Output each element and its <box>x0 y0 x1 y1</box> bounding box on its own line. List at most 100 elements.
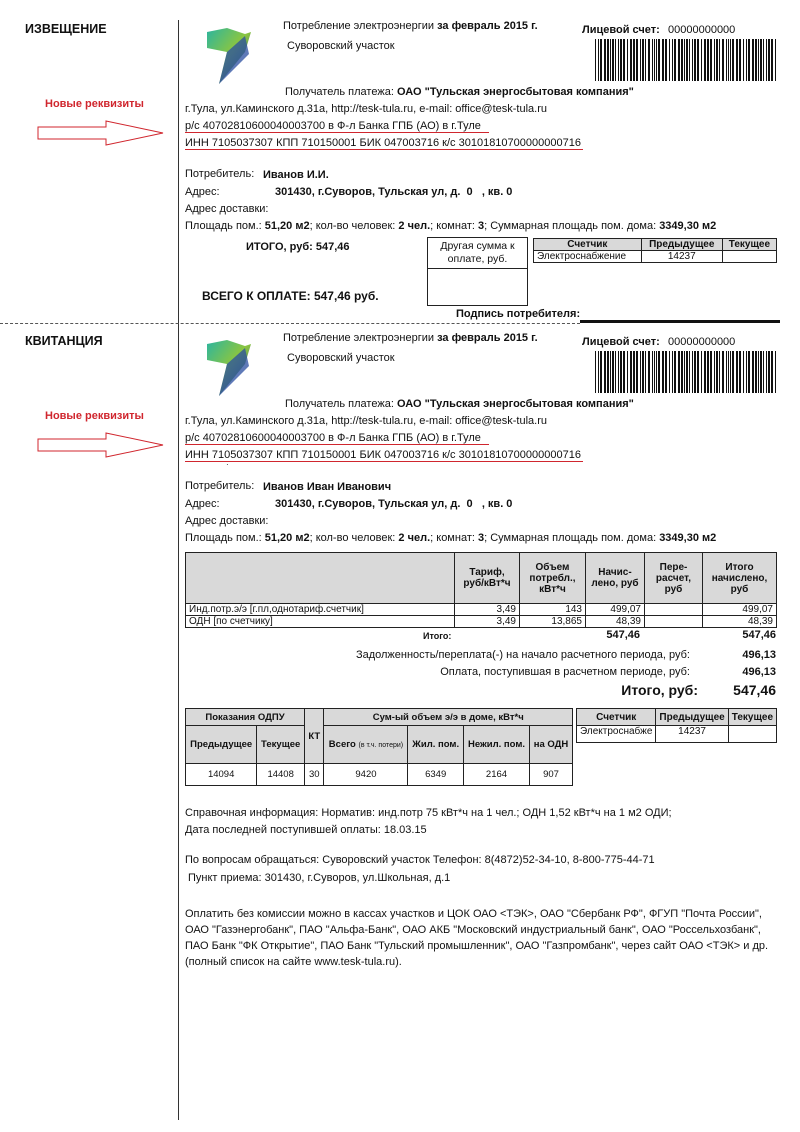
barcode-bar <box>652 351 653 393</box>
col-nonresidential: Нежил. пом. <box>462 725 531 764</box>
last-payment-date: Дата последней поступившей оплаты: 18.03… <box>185 824 427 836</box>
barcode-bar <box>758 351 759 393</box>
barcode-bar <box>623 351 625 393</box>
barcode-bar <box>645 39 646 81</box>
barcode-bar <box>739 351 741 393</box>
barcode-bar <box>716 39 718 81</box>
delivery-address-label: Адрес доставки: <box>185 203 269 215</box>
barcode-bar <box>704 351 706 393</box>
col-residential: Жил. пом. <box>407 725 464 764</box>
barcode-bar <box>610 351 611 393</box>
barcode-bar <box>620 351 622 393</box>
cut-line <box>0 323 580 324</box>
barcode-bar <box>678 351 680 393</box>
col-tariff: Тариф, руб/кВт*ч <box>454 552 520 604</box>
barcode-bar <box>710 39 712 81</box>
barcode-bar <box>752 351 754 393</box>
barcode-bar <box>652 39 653 81</box>
barcode-bar <box>600 351 602 393</box>
signature-label: Подпись потребителя: <box>456 308 581 320</box>
barcode-bar <box>748 39 750 81</box>
barcode-bar <box>618 39 619 81</box>
cell: 13,865 <box>519 615 586 628</box>
cell: 14094 <box>184 763 258 786</box>
dot-mark: · <box>226 460 229 469</box>
col-charged: Начис-лено, руб <box>585 552 645 604</box>
district: Суворовский участок <box>287 352 395 364</box>
barcode-bar <box>686 351 688 393</box>
barcode-bar <box>686 39 688 81</box>
barcode-bar <box>736 351 738 393</box>
contacts: По вопросам обращаться: Суворовский учас… <box>185 854 655 866</box>
final-label: Итого, руб: <box>621 682 698 698</box>
reference-info: Справочная информация: Норматив: инд.пот… <box>185 807 672 819</box>
barcode-bar <box>692 39 693 81</box>
barcode-bar <box>674 351 676 393</box>
col-volume: Объем потребл., кВт*ч <box>519 552 586 604</box>
barcode-bar <box>612 39 614 81</box>
cell: 143 <box>519 603 586 616</box>
barcode-bar <box>736 39 738 81</box>
barcode-bar <box>684 39 685 81</box>
col-current: Текущее <box>256 725 306 764</box>
reception-point: Пункт приема: 301430, г.Суворов, ул.Школ… <box>188 872 451 884</box>
cell: 6349 <box>407 763 464 786</box>
barcode-bar <box>669 39 670 81</box>
barcode-bar <box>763 39 764 81</box>
barcode-bar <box>658 351 660 393</box>
barcode-bar <box>726 39 727 81</box>
barcode-bar <box>692 351 693 393</box>
cell: 48,39 <box>702 615 777 628</box>
cell: 14408 <box>256 763 306 786</box>
arrow-right-icon <box>37 120 164 146</box>
barcode <box>595 351 778 393</box>
barcode-bar <box>775 39 776 81</box>
barcode-bar <box>642 39 644 81</box>
barcode-bar <box>755 351 757 393</box>
col-current: Текущее <box>721 238 778 251</box>
barcode-bar <box>748 351 750 393</box>
barcode-bar <box>743 351 744 393</box>
barcode-bar <box>654 39 655 81</box>
barcode-bar <box>627 351 628 393</box>
barcode-bar <box>771 351 773 393</box>
meter-current[interactable] <box>727 725 778 743</box>
barcode-bar <box>618 351 619 393</box>
barcode-bar <box>630 39 632 81</box>
arrow-right-icon <box>37 432 164 458</box>
barcode-bar <box>610 39 611 81</box>
barcode-bar <box>728 39 729 81</box>
barcode-bar <box>674 39 676 81</box>
barcode-bar <box>763 351 764 393</box>
kt-header: КТ <box>304 708 325 764</box>
barcode-bar <box>598 351 599 393</box>
payment-places-line: (полный список на сайте www.tesk-tula.ru… <box>185 956 402 968</box>
company-logo <box>207 340 251 396</box>
barcode-bar <box>623 39 625 81</box>
barcode-bar <box>636 351 638 393</box>
barcode-bar <box>633 39 635 81</box>
delivery-address-label: Адрес доставки: <box>185 515 269 527</box>
receipt-meter-table: Счетчик Предыдущее Текущее Электроснабже 14… <box>575 708 778 743</box>
bank-account: р/с 40702810600040003700 в Ф-л Банка ГПБ… <box>185 432 489 445</box>
bank-account: р/с 40702810600040003700 в Ф-л Банка ГПБ… <box>185 120 489 133</box>
odpu-table: Показания ОДПУ КТ Сум-ый объем э/э в доме,… <box>184 708 573 786</box>
barcode-bar <box>607 351 609 393</box>
barcode-bar <box>654 351 655 393</box>
barcode-bar <box>726 351 727 393</box>
col-recalc: Пере-расчет, руб <box>644 552 703 604</box>
cell: 907 <box>529 763 573 786</box>
col-total: Итого начислено, руб <box>702 552 777 604</box>
account-label: Лицевой счет: <box>582 24 660 36</box>
charges-total-charged: 547,46 <box>606 629 640 641</box>
col-previous: Предыдущее <box>640 238 723 251</box>
barcode-bar <box>768 39 770 81</box>
other-sum-box[interactable]: Другая сумма к оплате, руб. <box>427 237 528 306</box>
col-total: Всего (в т.ч. потери) <box>323 725 409 764</box>
barcode-bar <box>656 351 657 393</box>
meter-current[interactable] <box>721 250 778 263</box>
notice-total: ИТОГО, руб: 547,46 <box>246 241 350 253</box>
final-value: 547,46 <box>733 682 776 698</box>
bank-ids: ИНН 7105037307 КПП 710150001 БИК 0470037… <box>185 137 583 150</box>
barcode-bar <box>768 351 770 393</box>
